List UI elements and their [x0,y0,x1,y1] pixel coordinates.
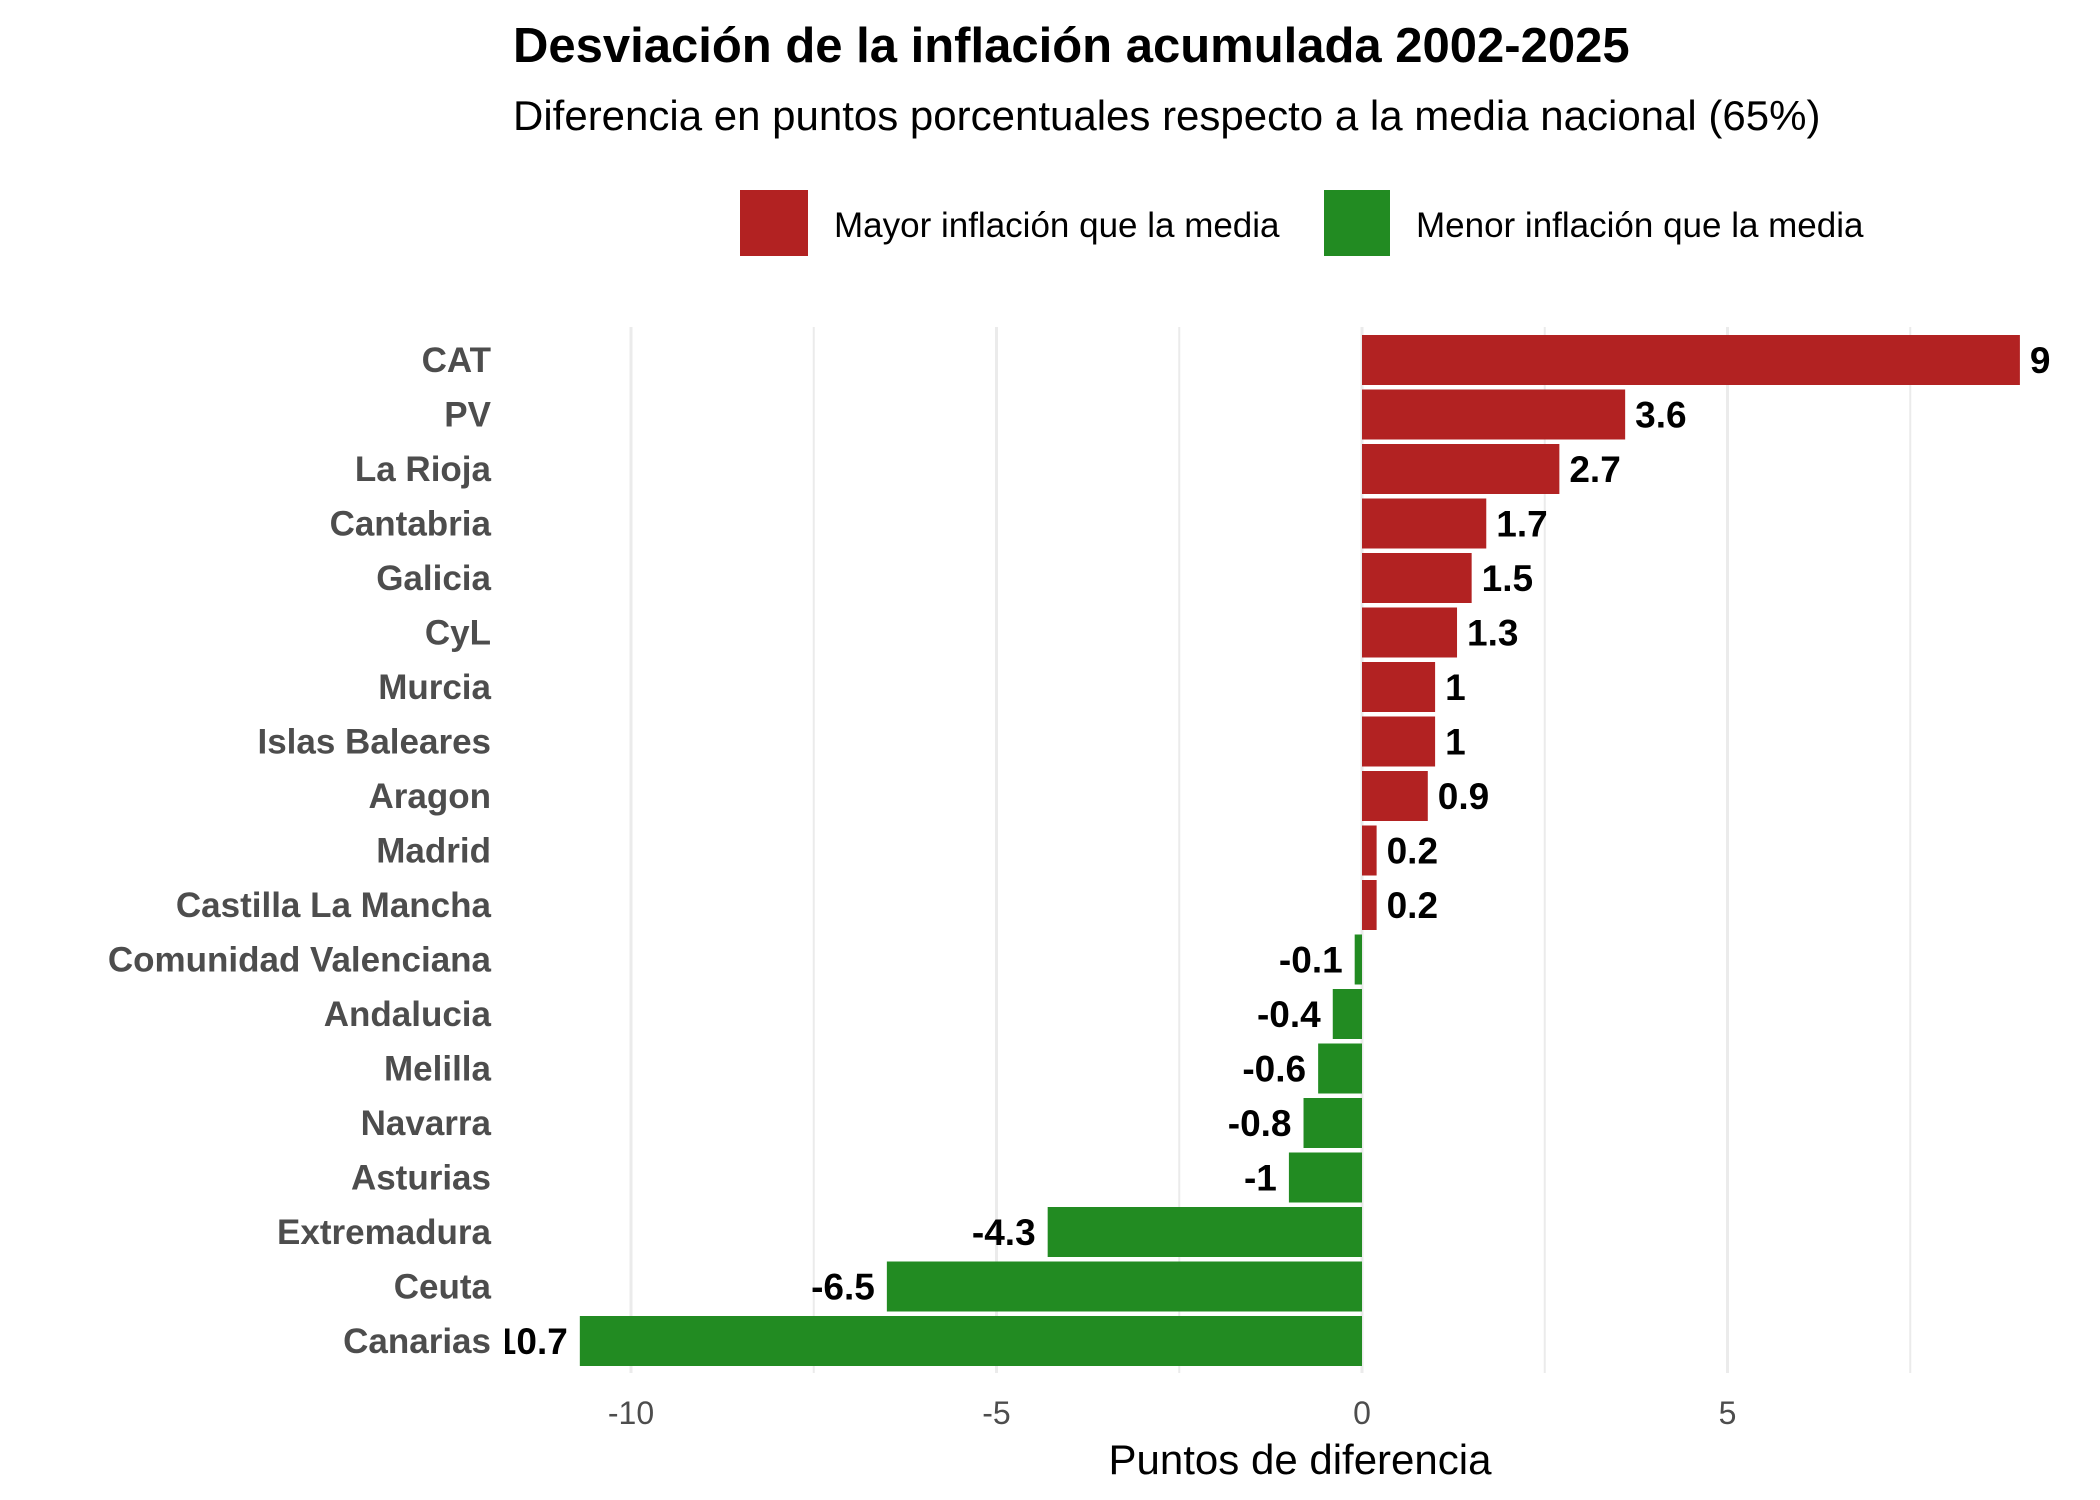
value-label: 0.2 [1387,831,1438,872]
bar [1354,934,1362,985]
bar [1362,553,1472,603]
bar [1288,1152,1362,1203]
category-label: CAT [422,341,491,380]
category-label: Asturias [351,1159,491,1198]
bar [1362,825,1377,876]
bar [1362,771,1428,821]
category-label: Aragon [369,777,492,816]
bar [1332,989,1362,1039]
x-tick-label: 5 [1719,1395,1737,1431]
bar [1362,389,1626,440]
category-label: CyL [425,614,491,653]
category-label: Madrid [376,832,491,871]
category-label: Navarra [361,1104,492,1143]
value-label: -1 [1244,1158,1277,1199]
bar [1362,880,1377,930]
legend: Mayor inflación que la media Menor infla… [740,190,1864,256]
value-label: 1 [1445,667,1466,708]
x-axis-title: Puntos de diferencia [1109,1436,1493,1483]
category-label: Comunidad Valenciana [108,941,492,980]
bar [1362,662,1436,712]
legend-label-higher: Mayor inflación que la media [834,206,1280,245]
value-label: -0.4 [1257,994,1321,1035]
bar [1047,1207,1362,1257]
bar [1303,1098,1362,1148]
value-label: 2.7 [1569,449,1620,490]
legend-label-lower: Menor inflación que la media [1416,206,1864,245]
value-label: 0.2 [1387,885,1438,926]
category-label: Canarias [343,1322,491,1361]
value-label: 1.7 [1496,504,1547,545]
value-label: -4.3 [972,1212,1036,1253]
x-tick-labels: -10 -5 0 5 [608,1395,1737,1431]
bar [1362,335,2020,385]
x-tick-label: 0 [1353,1395,1371,1431]
value-label: 9 [2030,340,2051,381]
category-label: Galicia [376,559,491,598]
bar [1362,716,1436,767]
x-tick-label: -10 [608,1395,654,1431]
category-label: Ceuta [394,1268,492,1307]
category-label: Andalucia [324,995,492,1034]
value-label: 1 [1445,722,1466,763]
value-label: -6.5 [811,1267,875,1308]
category-labels: CAT PV La Rioja Cantabria Galicia CyL Murcia Is… [108,341,492,1361]
category-label: Murcia [378,668,491,707]
bar [886,1261,1362,1312]
bar [1318,1043,1362,1094]
category-label: Islas Baleares [257,723,491,762]
category-label: Extremadura [277,1213,492,1252]
category-label: Melilla [384,1050,492,1089]
chart-title: Desviación de la inflación acumulada 200… [513,19,1630,73]
category-label: La Rioja [355,450,492,489]
category-label: Cantabria [330,505,492,544]
bars [579,335,2020,1366]
value-label: -0.8 [1228,1103,1292,1144]
value-labels: 93.62.71.71.51.3110.90.20.2-0.1-0.4-0.6-… [483,340,2051,1362]
category-label: Castilla La Mancha [176,886,492,925]
chart-subtitle: Diferencia en puntos porcentuales respec… [513,92,1820,139]
value-label: 1.3 [1467,613,1518,654]
x-tick-label: -5 [982,1395,1010,1431]
bar [1362,498,1487,549]
value-label: -0.1 [1279,940,1343,981]
value-label: -0.6 [1242,1049,1306,1090]
value-label: 3.6 [1635,395,1686,436]
value-label: 0.9 [1438,776,1489,817]
category-label: PV [444,396,491,435]
bar [579,1316,1362,1366]
bar [1362,607,1458,658]
value-label: 1.5 [1482,558,1533,599]
legend-key-higher [740,190,808,256]
legend-key-lower [1324,190,1390,256]
value-label: -10.7 [483,1321,567,1362]
bar [1362,444,1560,494]
